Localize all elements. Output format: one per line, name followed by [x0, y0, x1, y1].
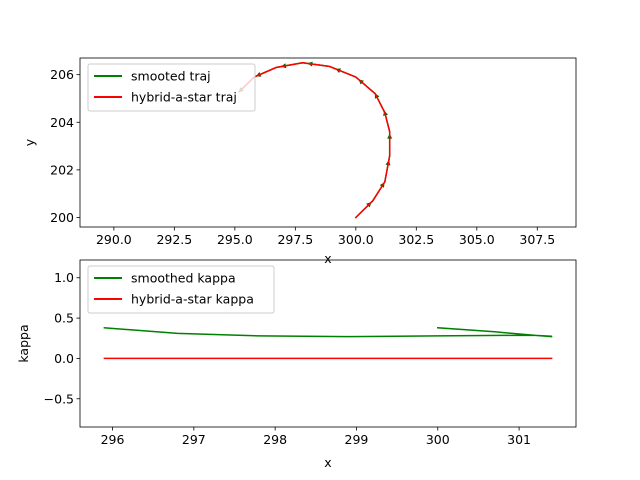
- trajectory-x-tick-label: 290.0: [96, 232, 132, 247]
- kappa-x-tick-label: 299: [345, 432, 369, 447]
- kappa-x-tick: 301: [507, 427, 531, 447]
- kappa-y-tick-label: 1.0: [54, 270, 74, 285]
- trajectory-lines: [238, 62, 391, 219]
- legend-label-smooted-traj: smooted traj: [131, 69, 211, 84]
- kappa-y-tick: 0.5: [54, 311, 80, 326]
- kappa-x-tick: 299: [345, 427, 369, 447]
- trajectory-x-tick-label: 297.5: [277, 232, 313, 247]
- kappa-x-tick-label: 301: [507, 432, 531, 447]
- trajectory-x-tick: 290.0: [96, 227, 132, 247]
- kappa-y-tick-label: −0.5: [44, 391, 74, 406]
- kappa-legend-box: [87, 265, 275, 314]
- trajectory-subplot: 290.0 292.5 295.0 297.5 300.0 302.5 305.0 307.5…: [22, 57, 577, 266]
- trajectory-legend: smooted traj hybrid-a-star traj: [87, 63, 256, 112]
- trajectory-x-tick-label: 305.0: [459, 232, 495, 247]
- trajectory-y-tick-label: 202: [50, 162, 74, 177]
- kappa-x-axis-label: x: [324, 455, 331, 470]
- trajectory-y-tick-label: 204: [50, 115, 74, 130]
- trajectory-x-tick: 297.5: [277, 227, 313, 247]
- kappa-x-tick-label: 296: [101, 432, 125, 447]
- trajectory-y-tick-label: 200: [50, 210, 74, 225]
- trajectory-x-tick: 307.5: [519, 227, 555, 247]
- trajectory-x-tick-label: 302.5: [398, 232, 434, 247]
- trajectory-y-axis-label: y: [22, 138, 37, 146]
- series-line-smoothed-kappa: [103, 326, 553, 338]
- kappa-plot-area: [103, 326, 553, 360]
- kappa-plot-frame: [79, 259, 577, 428]
- trajectory-legend-box: [87, 63, 256, 112]
- trajectory-y-tick-label: 206: [50, 67, 74, 82]
- kappa-x-tick: 296: [101, 427, 125, 447]
- kappa-x-tick: 297: [182, 427, 206, 447]
- kappa-y-axis-label: kappa: [16, 324, 31, 362]
- kappa-x-tick: 298: [263, 427, 287, 447]
- kappa-y-tick-label: 0.5: [54, 311, 74, 326]
- trajectory-x-tick-label: 292.5: [156, 232, 192, 247]
- trajectory-y-tick: 204: [50, 115, 80, 130]
- kappa-y-tick-label: 0.0: [54, 351, 74, 366]
- kappa-x-tick: 300: [426, 427, 450, 447]
- series-line-hybrid-a-star-traj: [238, 62, 391, 219]
- trajectory-y-tick: 202: [50, 162, 80, 177]
- kappa-y-tick: −0.5: [44, 391, 80, 406]
- legend-label-hybrid-a-star-kappa: hybrid-a-star kappa: [131, 292, 254, 307]
- trajectory-x-ticks: 290.0 292.5 295.0 297.5 300.0 302.5 305.0 307.5: [96, 227, 555, 247]
- trajectory-x-tick: 302.5: [398, 227, 434, 247]
- trajectory-x-tick: 305.0: [459, 227, 495, 247]
- kappa-legend: smoothed kappa hybrid-a-star kappa: [87, 265, 275, 314]
- trajectory-y-ticks: 200 202 204 206: [50, 67, 80, 225]
- trajectory-y-tick: 200: [50, 210, 80, 225]
- kappa-y-tick: 1.0: [54, 270, 80, 285]
- kappa-subplot: 296 297 298 299 300 301 −0.5 0.0 0.5 1.0 x kappa…: [16, 259, 577, 470]
- kappa-y-tick: 0.0: [54, 351, 80, 366]
- kappa-x-tick-label: 298: [263, 432, 287, 447]
- trajectory-x-tick: 295.0: [217, 227, 253, 247]
- kappa-x-tick-label: 297: [182, 432, 206, 447]
- kappa-y-ticks: −0.5 0.0 0.5 1.0: [44, 270, 80, 406]
- trajectory-x-tick-label: 307.5: [519, 232, 555, 247]
- trajectory-y-tick: 206: [50, 67, 80, 82]
- kappa-lines: [103, 326, 553, 360]
- legend-label-hybrid-a-star-traj: hybrid-a-star traj: [131, 90, 237, 105]
- trajectory-x-axis-label: x: [324, 251, 331, 266]
- trajectory-x-tick-label: 300.0: [338, 232, 374, 247]
- legend-label-smoothed-kappa: smoothed kappa: [131, 271, 236, 286]
- kappa-x-tick-label: 300: [426, 432, 450, 447]
- trajectory-x-tick-label: 295.0: [217, 232, 253, 247]
- trajectory-plot-frame: [79, 57, 577, 228]
- kappa-x-ticks: 296 297 298 299 300 301: [101, 427, 531, 447]
- trajectory-x-tick: 300.0: [338, 227, 374, 247]
- trajectory-x-tick: 292.5: [156, 227, 192, 247]
